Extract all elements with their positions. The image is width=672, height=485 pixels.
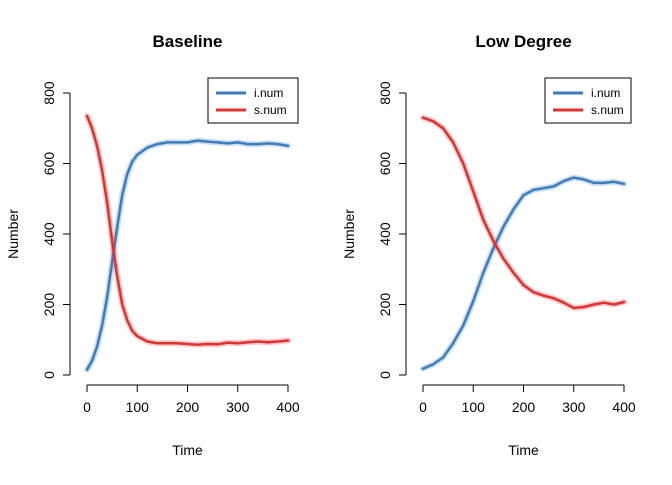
chart-panel-2: Low Degree 0 100 200 300 400 Time 0 200 400 600 800… <box>341 32 636 458</box>
y-tick-label: 600 <box>377 152 393 176</box>
y-tick-label: 400 <box>377 222 393 246</box>
series-line-s.num <box>421 116 626 310</box>
y-tick-label: 200 <box>41 293 57 317</box>
y-tick-label: 0 <box>41 371 57 379</box>
series-band-i.num <box>420 174 627 372</box>
series-line-s.num <box>85 114 290 346</box>
legend-box <box>544 77 632 124</box>
x-tick-label: 300 <box>562 399 586 415</box>
y-axis-label: Number <box>5 209 21 259</box>
series-line-i.num <box>421 176 626 370</box>
legend-label-s.num: s.num <box>591 103 624 117</box>
x-tick-label: 100 <box>462 399 486 415</box>
legend-label-i.num: i.num <box>591 86 620 100</box>
chart-title: Baseline <box>153 32 223 51</box>
chart-title: Low Degree <box>475 32 571 51</box>
legend-label-s.num: s.num <box>254 103 287 117</box>
y-tick-label: 400 <box>41 222 57 246</box>
y-tick-label: 200 <box>377 293 393 317</box>
y-tick-label: 600 <box>41 152 57 176</box>
y-tick-label: 800 <box>41 81 57 105</box>
x-tick-label: 200 <box>176 399 200 415</box>
legend-label-i.num: i.num <box>254 86 283 100</box>
legend: i.num s.num <box>544 77 632 124</box>
chart-panel-1: Baseline 0 100 200 300 400 Time 0 200 400 600 800 Nu… <box>5 32 300 458</box>
x-tick-label: 300 <box>226 399 250 415</box>
y-axis-label: Number <box>341 209 357 259</box>
x-tick-label: 0 <box>83 399 91 415</box>
x-tick-label: 0 <box>419 399 427 415</box>
y-tick-label: 0 <box>377 371 393 379</box>
legend-box <box>207 77 299 124</box>
x-tick-label: 400 <box>612 399 636 415</box>
series-band-s.num <box>420 114 627 311</box>
x-axis-label: Time <box>508 442 539 458</box>
x-tick-label: 200 <box>512 399 536 415</box>
series-line-i.num <box>85 139 290 371</box>
x-tick-label: 100 <box>126 399 150 415</box>
x-axis-label: Time <box>172 442 203 458</box>
y-tick-label: 800 <box>377 81 393 105</box>
legend: i.num s.num <box>207 77 299 124</box>
x-tick-label: 400 <box>276 399 300 415</box>
